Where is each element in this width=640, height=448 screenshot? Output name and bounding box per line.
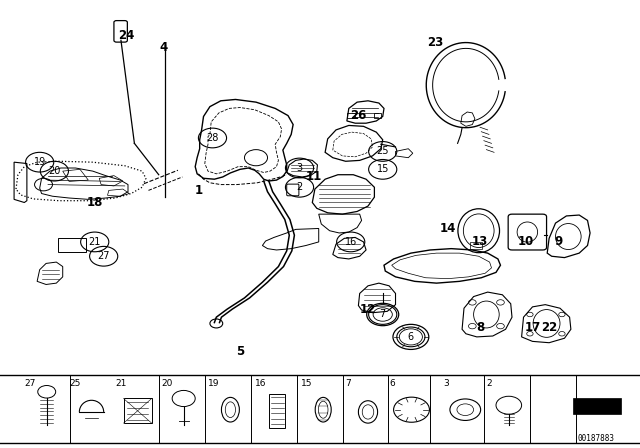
- Text: 16: 16: [255, 379, 266, 388]
- Text: 4: 4: [159, 40, 167, 54]
- Text: 21: 21: [115, 379, 127, 388]
- Text: 2: 2: [296, 182, 303, 192]
- Text: 18: 18: [86, 196, 103, 209]
- Text: 19: 19: [208, 379, 220, 388]
- Text: 26: 26: [350, 109, 367, 122]
- Text: 7: 7: [380, 310, 386, 319]
- Text: 7: 7: [346, 379, 351, 388]
- Text: 3: 3: [443, 379, 449, 388]
- Text: 25: 25: [376, 146, 389, 156]
- Text: 28: 28: [206, 133, 219, 143]
- Text: 11: 11: [305, 170, 322, 184]
- Text: 00187883: 00187883: [577, 434, 614, 443]
- Text: 3: 3: [296, 163, 303, 173]
- Text: 22: 22: [541, 321, 557, 335]
- Text: 19: 19: [33, 157, 46, 167]
- FancyBboxPatch shape: [114, 21, 127, 42]
- Text: 6: 6: [408, 332, 414, 342]
- Text: 24: 24: [118, 29, 135, 43]
- Text: 6: 6: [389, 379, 395, 388]
- Text: 15: 15: [301, 379, 312, 388]
- Text: 25: 25: [69, 379, 81, 388]
- Text: 20: 20: [48, 166, 61, 176]
- Text: 23: 23: [427, 36, 444, 49]
- Text: 8: 8: [476, 321, 484, 335]
- Text: 20: 20: [161, 379, 173, 388]
- Text: 9: 9: [554, 234, 562, 248]
- Text: 27: 27: [24, 379, 36, 388]
- Text: 17: 17: [524, 321, 541, 335]
- Text: 2: 2: [486, 379, 492, 388]
- Text: 10: 10: [518, 234, 534, 248]
- Text: 16: 16: [344, 237, 357, 247]
- Text: 5: 5: [236, 345, 244, 358]
- Text: 27: 27: [97, 251, 110, 261]
- Text: 12: 12: [360, 302, 376, 316]
- Text: 15: 15: [376, 164, 389, 174]
- Text: 13: 13: [472, 234, 488, 248]
- Text: 1: 1: [195, 184, 202, 197]
- Polygon shape: [573, 399, 621, 414]
- Text: 21: 21: [88, 237, 101, 247]
- Text: 14: 14: [440, 222, 456, 235]
